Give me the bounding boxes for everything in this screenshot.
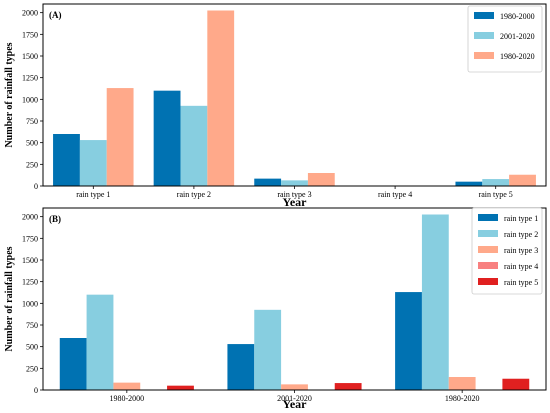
y-tick-label: 750 <box>26 117 38 126</box>
y-tick-label: 1750 <box>22 30 38 39</box>
y-tick-label: 0 <box>34 182 38 191</box>
bar-2-0-0 <box>59 338 87 390</box>
plot-frame <box>42 207 547 391</box>
legend-swatch <box>478 246 498 253</box>
legend-label: rain type 5 <box>504 278 538 287</box>
bar-1-2-2 <box>307 173 335 186</box>
bar-2-2-4 <box>502 378 530 390</box>
x-tick-label: rain type 1 <box>76 190 110 199</box>
y-tick-label: 1000 <box>22 95 38 104</box>
bar-2-2-1 <box>421 214 449 390</box>
y-tick-label: 750 <box>26 321 38 330</box>
legend-label: rain type 1 <box>504 214 538 223</box>
x-axis-label: Year <box>283 195 308 209</box>
bar-2-2-2 <box>448 377 476 390</box>
legend: rain type 1 rain type 2 rain type 3 rain ty… <box>471 207 543 295</box>
y-tick-label: 2000 <box>22 213 38 222</box>
bar-1-0-1 <box>79 140 107 186</box>
legend-swatch <box>478 230 498 237</box>
y-tick-label: 1750 <box>22 234 38 243</box>
y-tick-label: 250 <box>26 160 38 169</box>
bar-2-1-1 <box>254 309 282 390</box>
x-axis-label: Year <box>283 397 308 411</box>
legend-swatch <box>478 262 498 269</box>
y-tick-label: 1250 <box>22 278 38 287</box>
bar-2-2-0 <box>395 292 422 390</box>
x-tick-label: 1980-2000 <box>109 394 144 403</box>
bar-1-4-0 <box>455 181 483 186</box>
bar-1-2-1 <box>281 180 308 186</box>
legend-box <box>471 207 543 295</box>
bar-2-0-1 <box>86 294 114 390</box>
y-tick-label: 250 <box>26 364 38 373</box>
y-tick-label: 1500 <box>22 256 38 265</box>
legend-swatch <box>474 12 494 19</box>
legend-swatch <box>478 278 498 285</box>
legend-label: 1980-2020 <box>500 52 535 61</box>
legend-label: rain type 4 <box>504 262 538 271</box>
x-tick-label: rain type 4 <box>378 190 412 199</box>
y-tick-label: 1000 <box>22 299 38 308</box>
bar-1-1-0 <box>153 90 181 186</box>
bar-2-1-0 <box>227 344 255 390</box>
legend-label: rain type 3 <box>504 246 538 255</box>
bar-1-1-1 <box>180 105 208 186</box>
bar-1-0-2 <box>106 88 134 186</box>
panel-label: (B) <box>49 214 61 224</box>
bar-1-2-0 <box>254 178 282 186</box>
y-tick-label: 2000 <box>22 9 38 18</box>
chart-panel-1: 0 250 500 750 1000 1250 1500 1750 2000 rain type … <box>4 3 547 209</box>
bar-2-0-4 <box>167 385 194 390</box>
bar-1-4-1 <box>482 179 510 186</box>
panel-label: (A) <box>49 10 62 20</box>
y-tick-label: 0 <box>34 386 38 395</box>
bar-2-1-4 <box>334 383 362 390</box>
y-tick-label: 500 <box>26 343 38 352</box>
x-tick-label: rain type 5 <box>479 190 513 199</box>
legend-label: 2001-2020 <box>500 32 535 41</box>
bar-2-0-2 <box>113 382 141 390</box>
x-tick-label: 1980-2020 <box>445 394 480 403</box>
bar-1-4-2 <box>509 174 536 186</box>
chart-panel-2: 0 250 500 750 1000 1250 1500 1750 2000 1980-2000 2… <box>4 207 547 411</box>
bar-1-1-2 <box>207 10 235 186</box>
legend: 1980-2000 2001-2020 1980-2020 <box>467 5 543 73</box>
y-tick-label: 500 <box>26 139 38 148</box>
y-axis-label: Number of rainfall types <box>4 42 15 147</box>
y-tick-label: 1500 <box>22 52 38 61</box>
y-tick-label: 1250 <box>22 74 38 83</box>
x-tick-label: rain type 3 <box>277 190 311 199</box>
legend-swatch <box>478 214 498 221</box>
legend-label: rain type 2 <box>504 230 538 239</box>
bar-1-0-0 <box>53 134 80 186</box>
legend-swatch <box>474 52 494 59</box>
legend-label: 1980-2000 <box>500 12 535 21</box>
x-tick-label: rain type 2 <box>177 190 211 199</box>
legend-swatch <box>474 32 494 39</box>
x-tick-label: 2001-2020 <box>277 394 312 403</box>
y-axis-label: Number of rainfall types <box>4 246 15 351</box>
bar-2-1-2 <box>281 384 308 390</box>
